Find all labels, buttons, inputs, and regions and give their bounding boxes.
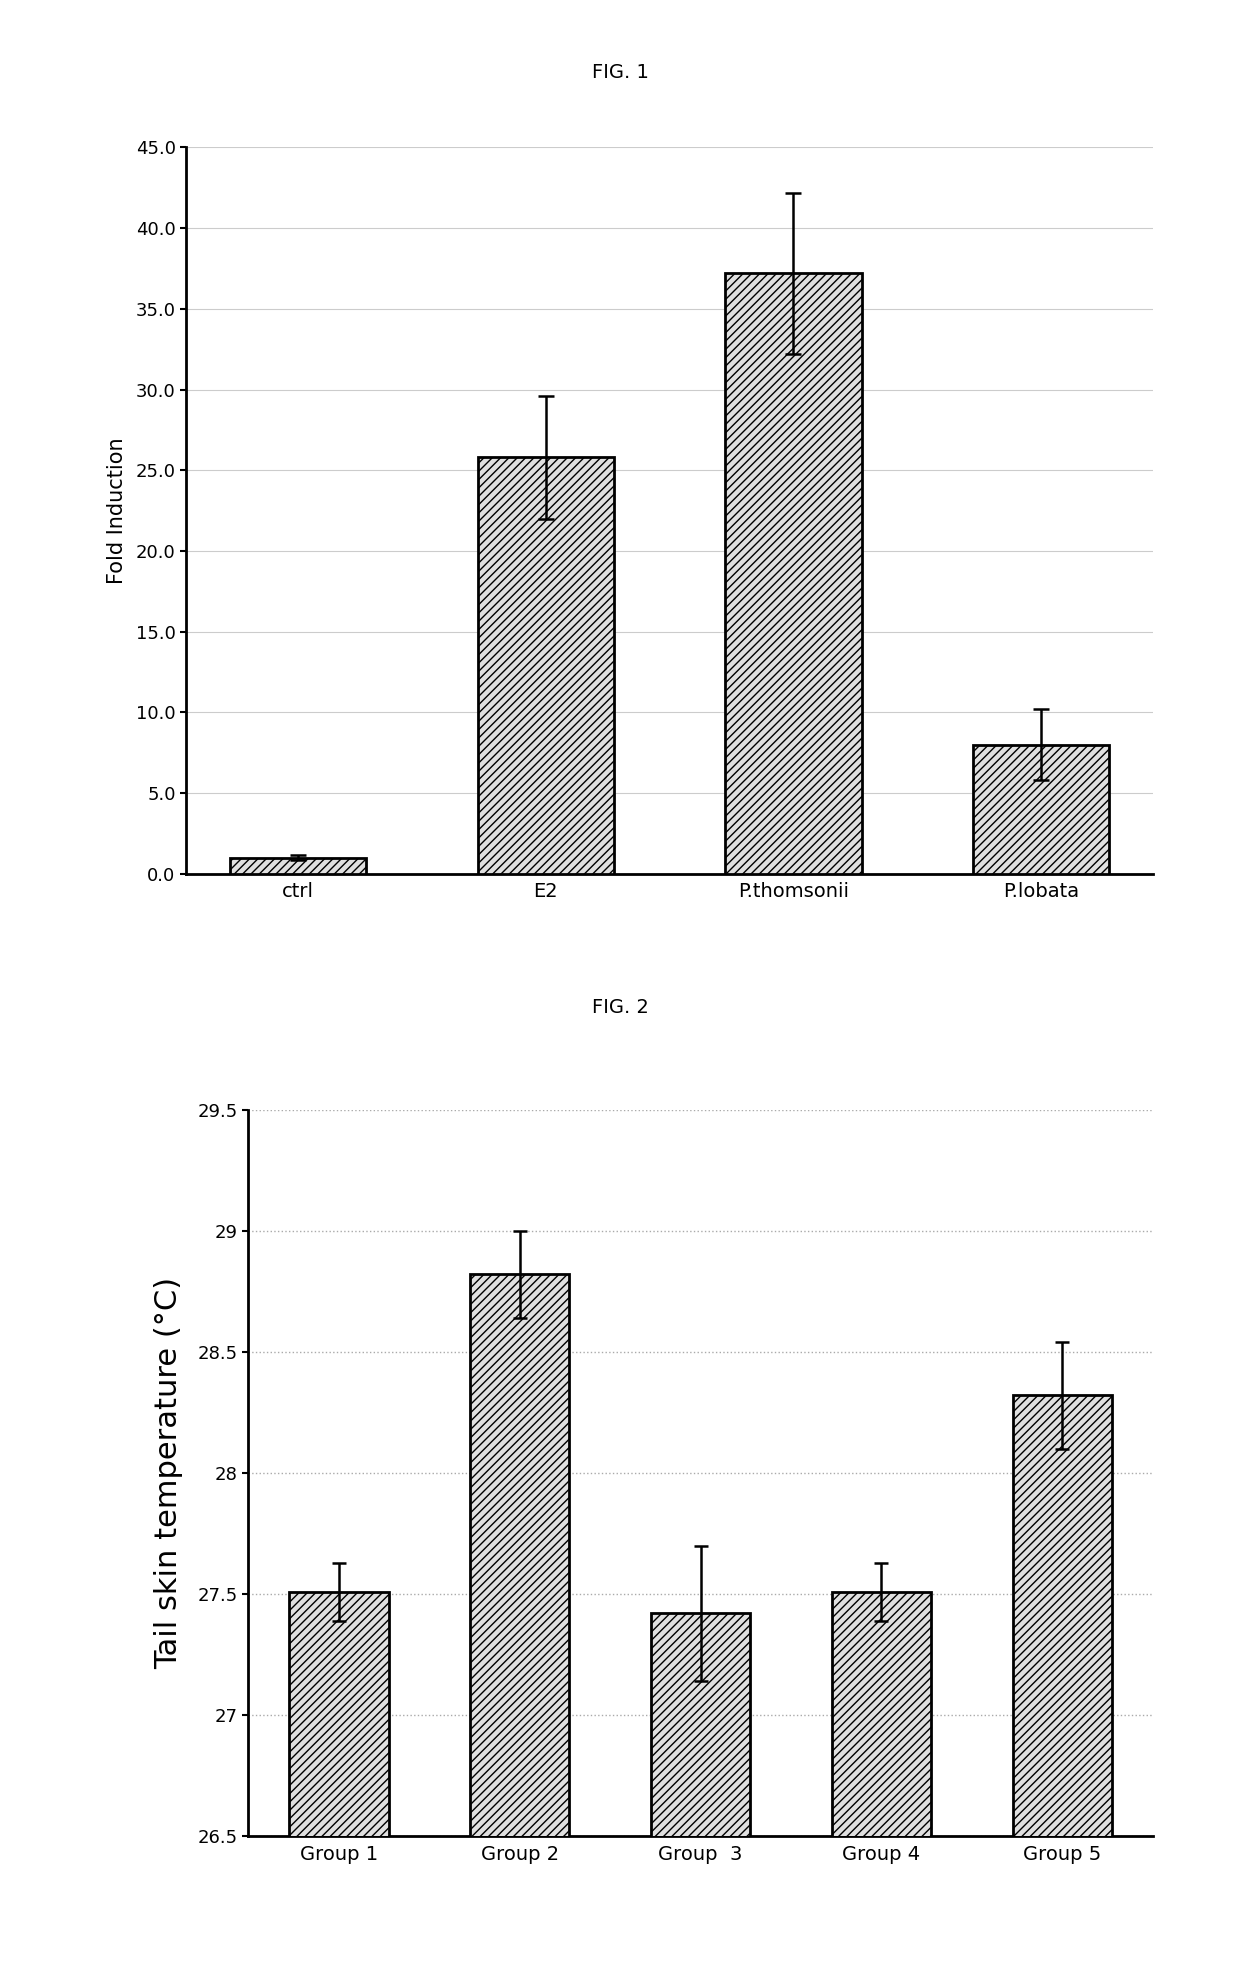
Y-axis label: Tail skin temperature (°C): Tail skin temperature (°C) — [155, 1277, 184, 1669]
Bar — [229, 858, 366, 874]
Bar — [725, 273, 862, 874]
Bar — [470, 1275, 569, 1964]
Bar — [477, 458, 614, 874]
Bar — [289, 1591, 388, 1964]
Bar — [1013, 1396, 1112, 1964]
Text: FIG. 1: FIG. 1 — [591, 63, 649, 82]
Bar — [832, 1591, 931, 1964]
Bar — [973, 744, 1110, 874]
Text: FIG. 2: FIG. 2 — [591, 998, 649, 1017]
Y-axis label: Fold Induction: Fold Induction — [107, 438, 128, 583]
Bar — [651, 1614, 750, 1964]
